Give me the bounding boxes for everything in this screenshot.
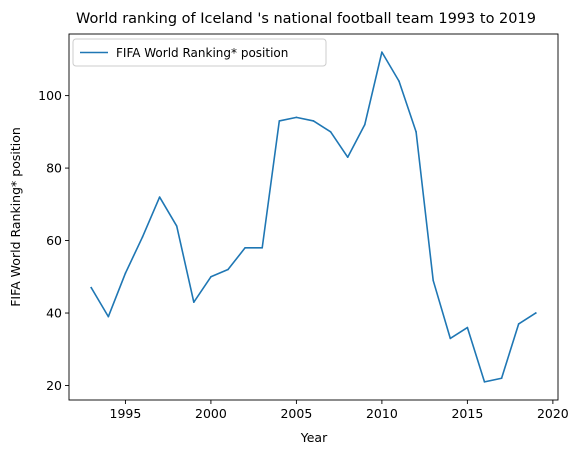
legend-label: FIFA World Ranking* position [116,46,288,60]
data-point-1995 [125,272,127,274]
series-line-0 [91,52,536,382]
data-point-2008 [347,156,349,158]
data-point-1994 [108,316,110,318]
data-point-1999 [193,301,195,303]
data-point-2013 [432,280,434,282]
data-point-1993 [90,287,92,289]
data-point-2012 [415,131,417,133]
x-tick-label-2020: 2020 [537,406,569,421]
y-tick-label-60: 60 [46,233,62,248]
legend: FIFA World Ranking* position [73,39,326,66]
data-point-2018 [518,323,520,325]
y-tick-label-100: 100 [38,88,62,103]
y-axis-label: FIFA World Ranking* position [8,127,23,307]
x-axis-label: Year [300,430,328,445]
x-tick-label-2005: 2005 [280,406,312,421]
data-point-2016 [484,381,486,383]
data-point-1998 [176,225,178,227]
data-point-2003 [261,247,263,249]
data-point-2015 [467,327,469,329]
data-point-2014 [449,338,451,340]
axes-frame [69,34,558,400]
y-tick-label-40: 40 [46,306,62,321]
data-point-2011 [398,80,400,82]
data-point-1997 [159,196,161,198]
data-point-2004 [279,120,281,122]
data-point-2006 [313,120,315,122]
data-point-1996 [142,236,144,238]
data-point-2017 [501,377,503,379]
data-point-2000 [210,276,212,278]
x-tick-label-1995: 1995 [110,406,142,421]
data-point-2007 [330,131,332,133]
data-point-2019 [535,312,537,314]
data-point-2001 [227,269,229,271]
data-point-2010 [381,51,383,53]
data-point-2009 [364,124,366,126]
data-point-2005 [296,117,298,119]
data-point-2002 [244,247,246,249]
y-tick-label-20: 20 [46,378,62,393]
x-tick-label-2000: 2000 [195,406,227,421]
x-tick-label-2010: 2010 [366,406,398,421]
chart-title: World ranking of Iceland 's national foo… [76,11,536,27]
x-tick-label-2015: 2015 [451,406,483,421]
y-tick-label-80: 80 [46,161,62,176]
